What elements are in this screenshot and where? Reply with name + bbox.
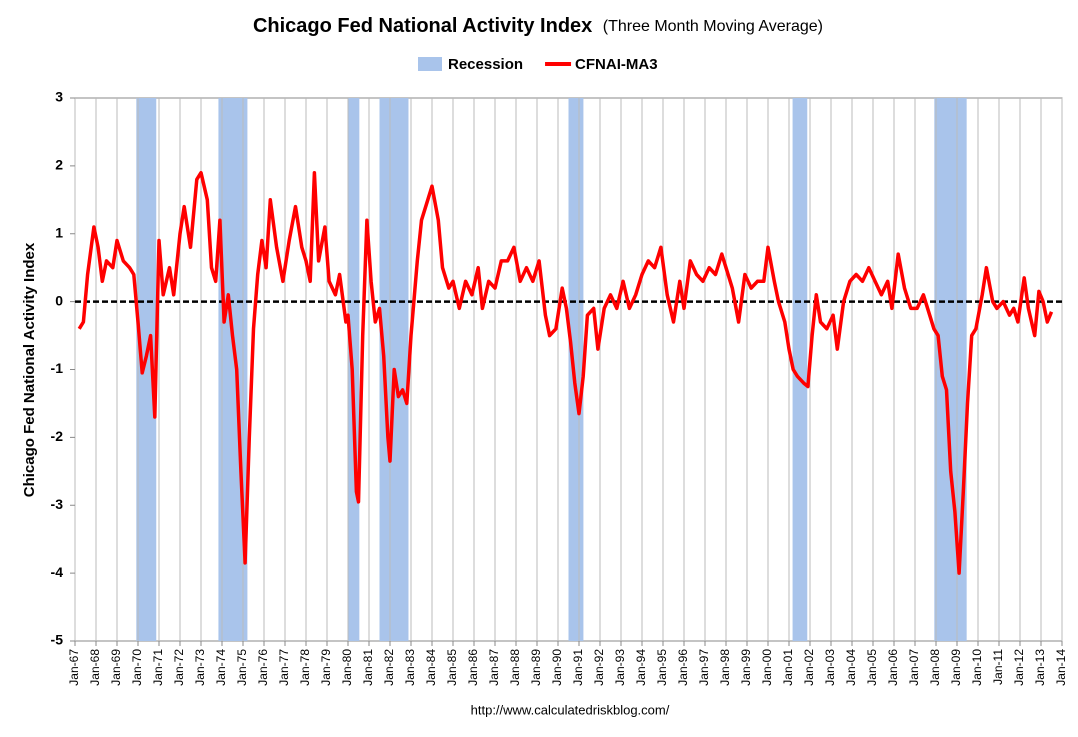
chart-subtitle: (Three Month Moving Average) (603, 18, 823, 35)
x-tick-label: Jan-12 (1012, 649, 1026, 686)
y-tick-label: 1 (55, 224, 63, 240)
y-tick-label: -1 (51, 360, 64, 376)
x-tick-label: Jan-83 (403, 649, 417, 686)
x-tick-label: Jan-91 (571, 649, 585, 686)
x-tick-label: Jan-86 (466, 649, 480, 686)
x-tick-label: Jan-92 (592, 649, 606, 686)
x-tick-label: Jan-02 (802, 649, 816, 686)
x-tick-label: Jan-14 (1054, 649, 1068, 686)
x-tick-label: Jan-88 (508, 649, 522, 686)
y-tick-label: 3 (55, 89, 63, 105)
x-tick-label: Jan-78 (298, 649, 312, 686)
x-tick-label: Jan-07 (907, 649, 921, 686)
y-tick-label: -4 (51, 564, 64, 580)
x-tick-label: Jan-74 (214, 649, 228, 686)
x-tick-label: Jan-90 (550, 649, 564, 686)
x-tick-label: Jan-70 (130, 649, 144, 686)
x-tick-label: Jan-96 (676, 649, 690, 686)
x-tick-label: Jan-82 (382, 649, 396, 686)
x-tick-label: Jan-03 (823, 649, 837, 686)
x-tick-label: Jan-69 (109, 649, 123, 686)
x-tick-label: Jan-80 (340, 649, 354, 686)
x-tick-label: Jan-93 (613, 649, 627, 686)
source: http://www.calculatedriskblog.com/ (471, 702, 670, 717)
x-tick-label: Jan-94 (634, 649, 648, 686)
y-tick-label: 2 (55, 157, 63, 173)
x-tick-label: Jan-72 (172, 649, 186, 686)
x-tick-label: Jan-68 (88, 649, 102, 686)
x-tick-label: Jan-09 (949, 649, 963, 686)
x-tick-label: Jan-00 (760, 649, 774, 686)
x-tick-label: Jan-99 (739, 649, 753, 686)
x-tick-label: Jan-97 (697, 649, 711, 686)
x-tick-label: Jan-08 (928, 649, 942, 686)
x-tick-label: Jan-05 (865, 649, 879, 686)
x-tick-label: Jan-87 (487, 649, 501, 686)
y-tick-label: 0 (55, 292, 63, 308)
x-tick-label: Jan-04 (844, 649, 858, 686)
x-tick-label: Jan-89 (529, 649, 543, 686)
x-tick-label: Jan-75 (235, 649, 249, 686)
x-tick-label: Jan-13 (1033, 649, 1047, 686)
x-tick-label: Jan-98 (718, 649, 732, 686)
x-tick-label: Jan-71 (151, 649, 165, 686)
x-tick-label: Jan-11 (991, 649, 1005, 685)
recession-band (568, 98, 584, 641)
x-tick-label: Jan-81 (361, 649, 375, 686)
x-tick-label: Jan-10 (970, 649, 984, 686)
chart-title-row: Chicago Fed National Activity Index (Thr… (253, 15, 823, 37)
recession-band (792, 98, 808, 641)
x-tick-label: Jan-95 (655, 649, 669, 686)
legend: Recession CFNAI-MA3 (418, 56, 658, 73)
x-tick-label: Jan-84 (424, 649, 438, 686)
legend-label: Recession (448, 56, 523, 73)
recession-band (136, 98, 157, 641)
x-tick-label: Jan-73 (193, 649, 207, 686)
x-tick-label: Jan-85 (445, 649, 459, 686)
x-tick-label: Jan-01 (781, 649, 795, 686)
legend-label: CFNAI-MA3 (575, 56, 658, 73)
x-tick-label: Jan-67 (67, 649, 81, 686)
x-tick-label: Jan-77 (277, 649, 291, 686)
data-line (77, 170, 1054, 575)
chart-title: Chicago Fed National Activity Index (253, 15, 592, 37)
x-tick-label: Jan-06 (886, 649, 900, 686)
legend-swatch (418, 57, 442, 71)
y-tick-label: -3 (51, 496, 64, 512)
y-tick-label: -5 (51, 632, 64, 648)
y-axis-label: Chicago Fed National Activity Index (21, 242, 38, 497)
x-tick-label: Jan-76 (256, 649, 270, 686)
x-tick-label: Jan-79 (319, 649, 333, 686)
recession-band (934, 98, 967, 641)
y-tick-label: -2 (51, 428, 64, 444)
